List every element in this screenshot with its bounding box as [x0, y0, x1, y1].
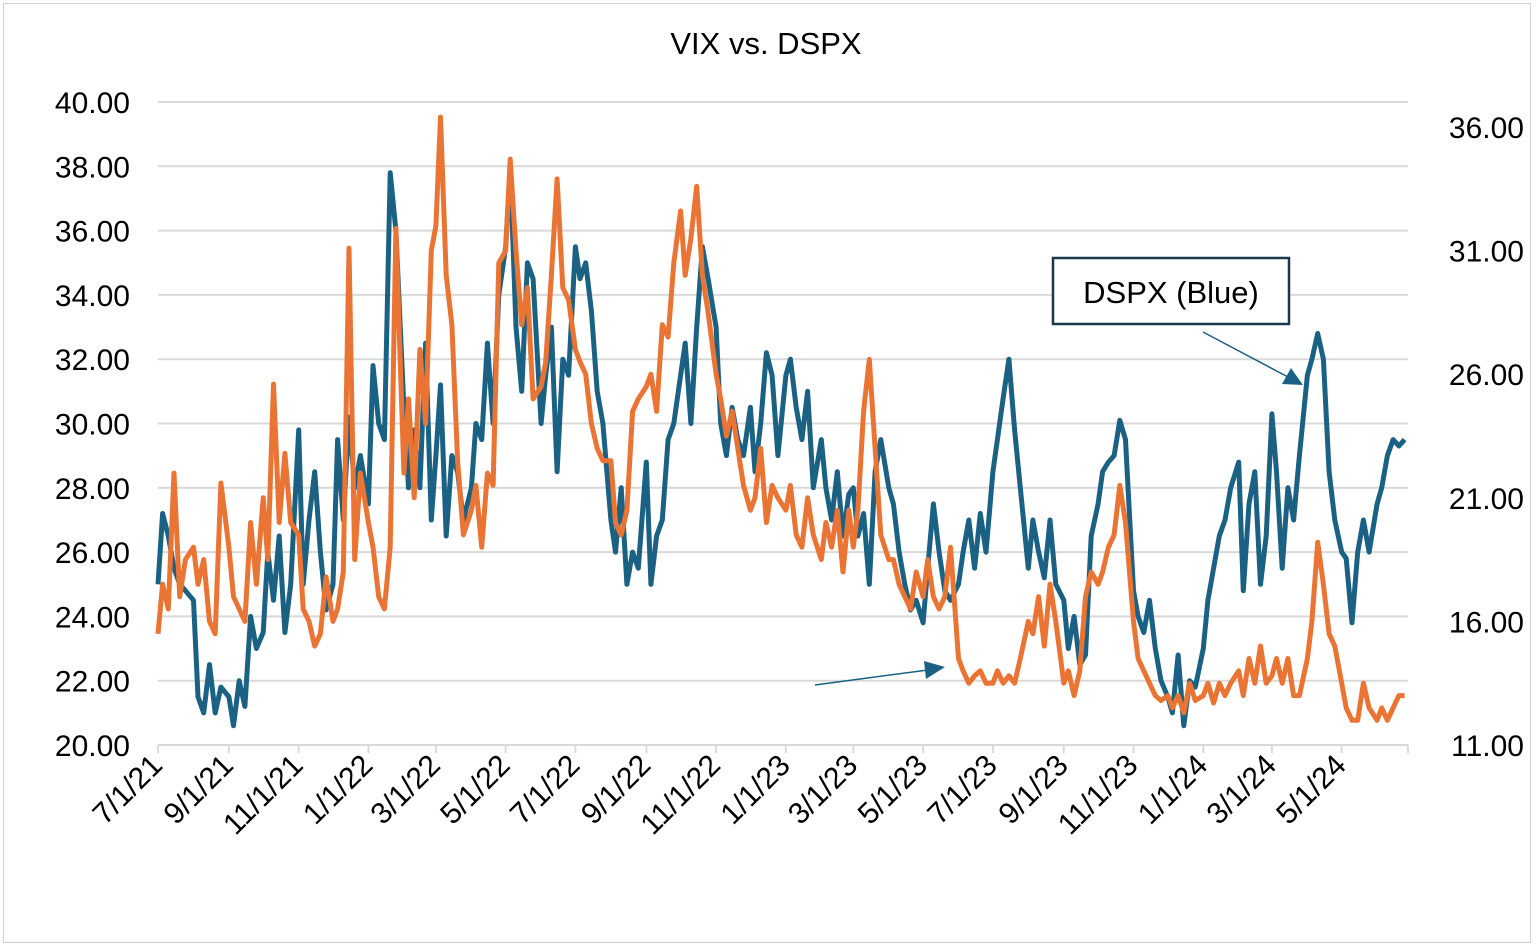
left-tick-label: 20.00 — [55, 730, 130, 763]
right-tick-label: 11.00 — [1451, 730, 1524, 763]
annotation-label: DSPX (Blue) — [1083, 275, 1259, 310]
chart-frame — [3, 3, 1531, 943]
x-tick-label: 5/1/23 — [852, 749, 934, 831]
left-tick-label: 34.00 — [55, 280, 130, 313]
annotation-box — [1051, 256, 1291, 326]
x-tick-label: 11/1/21 — [217, 749, 310, 842]
x-tick-label: 3/1/24 — [1201, 749, 1283, 831]
x-tick-label: 1/1/22 — [297, 749, 379, 831]
x-tick-label: 5/1/24 — [1270, 749, 1352, 831]
left-tick-label: 40.00 — [55, 87, 130, 120]
right-tick-label: 36.00 — [1449, 112, 1524, 145]
x-tick-label: 11/1/22 — [635, 749, 728, 842]
left-tick-label: 38.00 — [55, 151, 130, 184]
x-tick-label: 7/1/22 — [504, 749, 586, 831]
left-tick-label: 30.00 — [55, 409, 130, 442]
annotation-dspx: DSPX (Blue) — [1051, 256, 1303, 385]
x-tick-label: 3/1/22 — [365, 749, 447, 831]
right-axis-ticks: 11.00 16.00 21.00 26.00 31.00 36.00 — [1449, 112, 1524, 763]
arrowhead-icon — [1282, 368, 1303, 385]
left-tick-label: 24.00 — [55, 601, 130, 634]
left-axis-ticks: 20.00 22.00 24.00 26.00 28.00 30.00 32.00 34.00… — [55, 87, 130, 763]
x-tick-label: 11/1/23 — [1052, 749, 1145, 842]
right-tick-label: 21.00 — [1449, 483, 1524, 516]
left-tick-label: 26.00 — [55, 537, 130, 570]
x-tick-label: 1/1/23 — [714, 749, 796, 831]
x-tick-label: 5/1/22 — [434, 749, 516, 831]
arrowhead-icon — [924, 661, 945, 679]
left-tick-label: 32.00 — [55, 344, 130, 377]
left-tick-label: 28.00 — [55, 473, 130, 506]
annotation-vix-arrow — [814, 661, 945, 686]
right-tick-label: 31.00 — [1449, 236, 1524, 269]
x-tick-label: 3/1/23 — [782, 749, 864, 831]
left-tick-label: 22.00 — [55, 666, 130, 699]
series-line-vix — [155, 114, 1405, 723]
annotation-arrow-line — [1202, 331, 1289, 378]
left-tick-label: 36.00 — [55, 216, 130, 249]
chart-title: VIX vs. DSPX — [670, 26, 862, 61]
annotation-arrow-line — [814, 669, 929, 686]
right-tick-label: 26.00 — [1449, 359, 1524, 392]
x-tick-label: 1/1/24 — [1132, 749, 1214, 831]
right-tick-label: 16.00 — [1449, 606, 1524, 639]
x-axis: 7/1/219/1/2111/1/211/1/223/1/225/1/227/1… — [87, 744, 1409, 842]
series-line-dspx — [155, 163, 1407, 729]
series-lines — [155, 114, 1407, 729]
x-tick-label: 7/1/23 — [921, 749, 1003, 831]
